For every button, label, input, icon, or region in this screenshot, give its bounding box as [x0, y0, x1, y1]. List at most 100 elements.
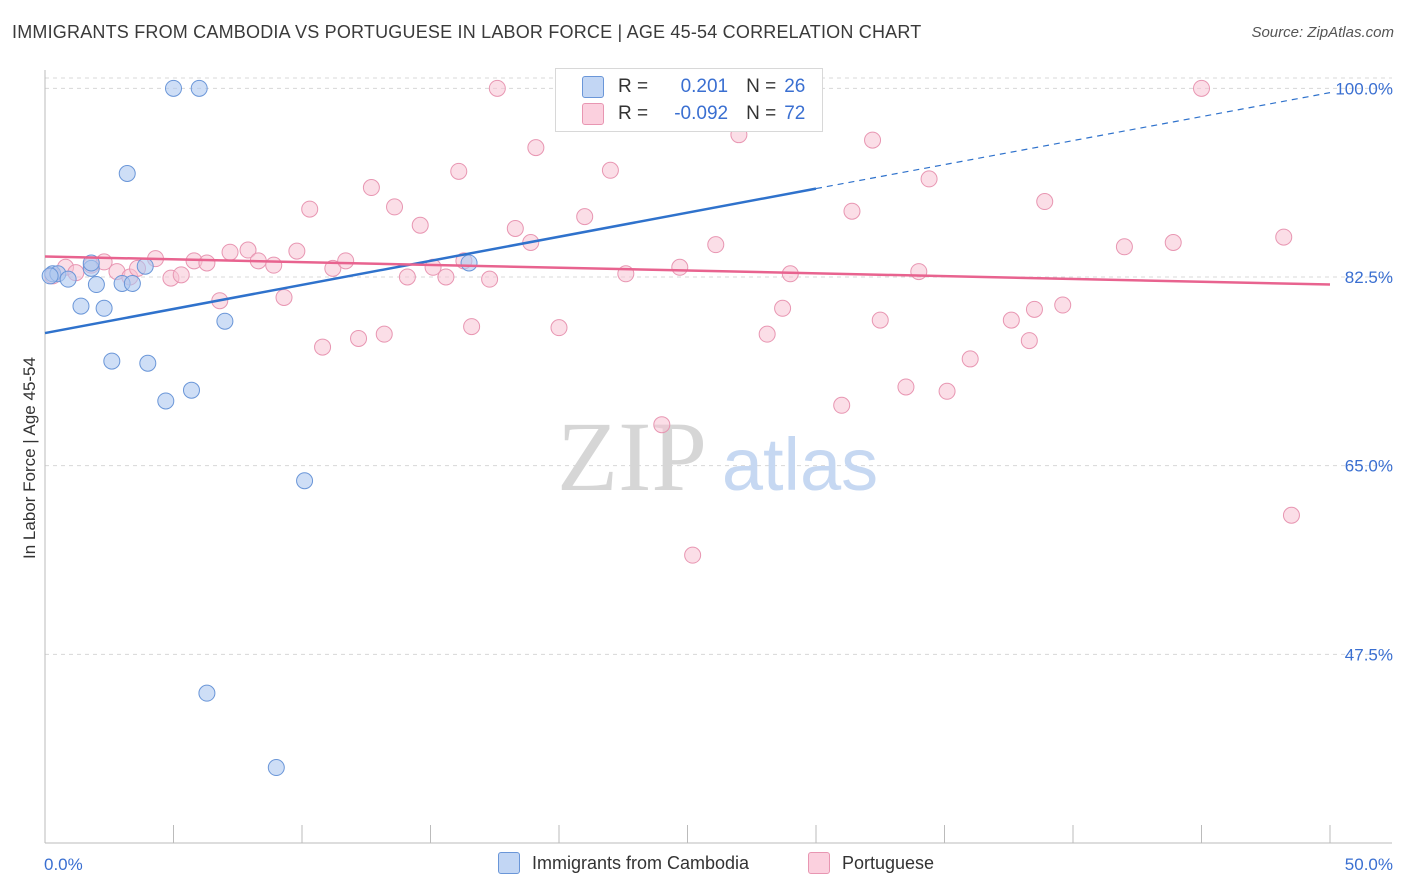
portuguese-point [275, 288, 293, 306]
portuguese-point [506, 219, 524, 237]
portuguese-point [172, 266, 190, 284]
portuguese-point [337, 252, 355, 270]
portuguese-point [386, 198, 404, 216]
portuguese-point [1054, 296, 1072, 314]
r-value-cambodia: 0.201 [680, 76, 729, 97]
cambodia-point [296, 472, 314, 490]
portuguese-trend-line [44, 255, 1331, 286]
portuguese-point [1020, 332, 1038, 350]
tick-labels: 47.5% 65.0% 82.5% 100.0% 0.0% 50.0% [44, 79, 1393, 874]
watermark: ZIP atlas [557, 401, 878, 512]
legend-item-portuguese: Portuguese [808, 852, 934, 874]
y-tick-label: 65.0% [1345, 457, 1393, 476]
portuguese-point [362, 179, 380, 197]
portuguese-point [350, 329, 368, 347]
y-tick-label: 82.5% [1345, 268, 1393, 287]
cambodia-point [59, 270, 77, 288]
cambodia-point [182, 381, 200, 399]
portuguese-point [1002, 311, 1020, 329]
n-value-portuguese: 72 [784, 103, 806, 124]
portuguese-legend-label: Portuguese [842, 852, 935, 873]
portuguese-point [1036, 193, 1054, 211]
r-value-portuguese: -0.092 [674, 103, 729, 124]
trend-lines [44, 92, 1331, 335]
x-tick-label: 0.0% [44, 855, 83, 874]
portuguese-swatch [582, 103, 604, 125]
y-tick-label: 47.5% [1345, 645, 1393, 664]
portuguese-point [1282, 506, 1300, 524]
portuguese-point [920, 170, 938, 188]
source-label: Source: ZipAtlas.com [1251, 24, 1394, 41]
cambodia-point [139, 354, 157, 372]
portuguese-point [450, 162, 468, 180]
portuguese-point [288, 242, 306, 260]
portuguese-point [398, 268, 416, 286]
cambodia-point [118, 164, 136, 182]
portuguese-point [301, 200, 319, 218]
portuguese-point [198, 254, 216, 272]
portuguese-point [601, 161, 619, 179]
cambodia-point [157, 392, 175, 410]
cambodia-legend-swatch [498, 852, 520, 874]
cambodia-point [87, 276, 105, 294]
portuguese-point [411, 216, 429, 234]
portuguese-point [864, 131, 882, 149]
portuguese-point [576, 208, 594, 226]
cambodia-point [190, 79, 208, 97]
y-tick-label: 100.0% [1335, 79, 1393, 98]
portuguese-point [684, 546, 702, 564]
cambodia-trend-line [44, 187, 817, 335]
cambodia-point [460, 254, 478, 272]
cambodia-point [82, 254, 100, 272]
portuguese-point [871, 311, 889, 329]
portuguese-point [1025, 300, 1043, 318]
portuguese-point [961, 350, 979, 368]
portuguese-point [758, 325, 776, 343]
correlation-legend: R = 0.201 N = 26 R = -0.092 N = 72 [555, 68, 823, 132]
portuguese-point [833, 396, 851, 414]
portuguese-point [1164, 233, 1182, 251]
watermark-zip: ZIP [557, 401, 707, 512]
portuguese-point [527, 139, 545, 157]
portuguese-point [653, 416, 671, 434]
cambodia-point [95, 299, 113, 317]
x-tick-label: 50.0% [1345, 855, 1393, 874]
portuguese-point [843, 202, 861, 220]
portuguese-point [707, 236, 725, 254]
cambodia-point [136, 257, 154, 275]
cambodia-point [123, 274, 141, 292]
portuguese-point [1193, 79, 1210, 97]
n-value-cambodia: 26 [784, 76, 806, 97]
portuguese-point [1275, 228, 1293, 246]
cambodia-point [267, 759, 285, 777]
cambodia-trend-extension [815, 92, 1331, 190]
portuguese-point [910, 263, 928, 281]
watermark-atlas: atlas [722, 423, 878, 506]
portuguese-point [671, 258, 689, 276]
chart-title: IMMIGRANTS FROM CAMBODIA VS PORTUGUESE I… [12, 22, 922, 42]
portuguese-legend-swatch [808, 852, 830, 874]
portuguese-point [375, 325, 393, 343]
grid-lines [45, 77, 1392, 655]
portuguese-point [938, 382, 956, 400]
cambodia-point [165, 79, 182, 97]
legend-item-cambodia: Immigrants from Cambodia [498, 852, 749, 874]
cambodia-point [103, 352, 121, 370]
r-label: R = [618, 76, 649, 97]
portuguese-point [1115, 238, 1133, 256]
portuguese-point [265, 256, 283, 274]
portuguese-point [774, 299, 792, 317]
portuguese-point [314, 338, 332, 356]
cambodia-point [41, 267, 59, 285]
portuguese-point [463, 318, 481, 336]
portuguese-point [481, 270, 499, 288]
cambodia-point [72, 297, 90, 315]
cambodia-point [216, 312, 234, 330]
portuguese-point [488, 79, 506, 97]
n-label: N = [746, 76, 777, 97]
y-axis-label: In Labor Force | Age 45-54 [20, 357, 39, 559]
portuguese-point [437, 268, 455, 286]
cambodia-swatch [582, 76, 604, 98]
legend-row-cambodia: R = 0.201 N = 26 [582, 74, 805, 100]
